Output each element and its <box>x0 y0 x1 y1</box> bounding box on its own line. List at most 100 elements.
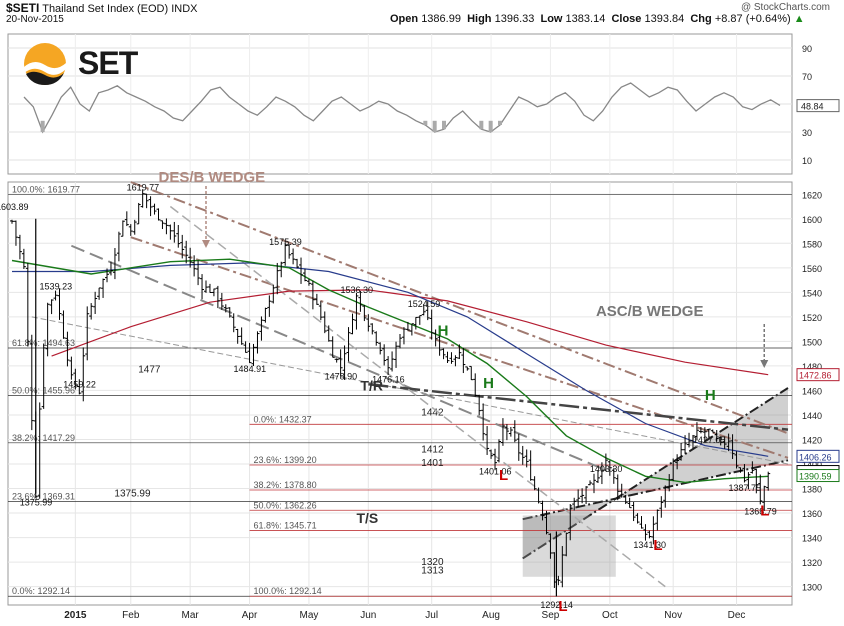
rsi-last-tag <box>796 99 840 113</box>
price-label-8: 1476.16 <box>372 375 405 385</box>
marker-L-5: L <box>653 537 662 554</box>
low-value: 1383.14 <box>565 13 606 25</box>
x-tick-label-Jul: Jul <box>425 610 438 621</box>
ma200-line <box>51 289 769 376</box>
wedge-lower-trendline <box>522 387 789 560</box>
x-tick-label-May: May <box>299 610 318 621</box>
price-tick-label-1320: 1320 <box>802 558 822 568</box>
high-value: 1396.33 <box>494 13 535 25</box>
ohlc-summary: Open 1386.99 High 1396.33 Low 1383.14 Cl… <box>390 13 805 25</box>
close-value: 1393.84 <box>644 13 685 25</box>
level-label-2: 1412 <box>421 444 444 455</box>
stockcharts-credit: @ StockCharts.com <box>740 2 830 13</box>
x-tick-label-Jun: Jun <box>360 610 376 621</box>
price-label-15: 1368.79 <box>744 506 777 516</box>
fib-left-label-5: 0.0%: 1292.14 <box>12 586 70 596</box>
annotation-tr: T/R <box>360 377 383 393</box>
marker-H-0: H <box>438 322 449 339</box>
price-tick-label-1440: 1440 <box>802 411 822 421</box>
up-arrow-icon: ▲ <box>793 13 805 25</box>
annotation-asc-wedge: ASC/B WEDGE <box>596 303 704 320</box>
price-label-12: 1401.06 <box>479 467 512 477</box>
ma100-line <box>12 262 769 457</box>
set-logo-mark-icon <box>24 43 66 85</box>
price-label-3: 1539.23 <box>40 281 73 291</box>
rsi-tick-label-90: 90 <box>802 44 812 54</box>
price-tick-label-1620: 1620 <box>802 190 822 200</box>
level-label-5: 1320 <box>421 557 444 568</box>
x-tick-label-Aug: Aug <box>482 610 500 621</box>
price-tick-label-1600: 1600 <box>802 215 822 225</box>
price-label-9: 1459.22 <box>63 379 96 389</box>
price-label-17: 1292.14 <box>540 600 573 610</box>
price-label-4: 1536.30 <box>340 285 373 295</box>
breakdown-box <box>522 515 616 577</box>
price-tick-label-1300: 1300 <box>802 583 822 593</box>
x-tick-label-Dec: Dec <box>728 610 746 621</box>
des-wedge-arrowhead <box>202 240 210 248</box>
last-value-tag-1 <box>796 449 840 463</box>
fib-right-label-2: 38.2%: 1378.80 <box>254 480 317 490</box>
chart-symbol: $SETI Thailand Set Index (EOD) INDX <box>6 1 198 15</box>
x-tick-label-Sep: Sep <box>542 610 560 621</box>
last-value-tag-0 <box>796 368 840 382</box>
rsi-tick-label-30: 30 <box>802 128 812 138</box>
price-label-1: 1619.77 <box>127 183 160 193</box>
annotation-des-wedge: DES/B WEDGE <box>158 169 265 186</box>
rsi-last-label: 48.84 <box>801 102 824 112</box>
marker-H-2: H <box>705 387 716 404</box>
annotation-ts: T/S <box>356 510 378 526</box>
fib-left-label-0: 100.0%: 1619.77 <box>12 185 80 195</box>
low-label: Low <box>540 13 563 25</box>
x-tick-label-Oct: Oct <box>602 610 618 621</box>
index-name: Thailand Set Index (EOD) <box>42 3 169 15</box>
trendline-4 <box>368 383 789 431</box>
price-tick-label-1380: 1380 <box>802 485 822 495</box>
x-tick-label-Nov: Nov <box>664 610 682 621</box>
price-label-0: 1603.89 <box>0 202 29 212</box>
price-panel-frame <box>7 181 793 606</box>
chg-value: +8.87 (+0.64%) <box>714 13 791 25</box>
x-tick-label-2015: 2015 <box>64 610 87 621</box>
last-value-tag-3 <box>796 469 840 483</box>
set-logo: SET <box>22 40 150 90</box>
fib-left-label-3: 38.2%: 1417.29 <box>12 433 75 443</box>
fib-right-label-0: 0.0%: 1432.37 <box>254 414 312 424</box>
rsi-line <box>23 82 781 134</box>
marker-L-6: L <box>760 502 769 519</box>
fib-right-label-3: 50.0%: 1362.26 <box>254 500 317 510</box>
price-tick-label-1360: 1360 <box>802 509 822 519</box>
asc-wedge-arrowhead <box>760 360 769 368</box>
trendline-0 <box>130 181 789 435</box>
price-tick-label-1460: 1460 <box>802 386 822 396</box>
marker-L-3: L <box>499 467 508 484</box>
price-tick-label-1540: 1540 <box>802 288 822 298</box>
price-label-5: 1524.59 <box>408 299 441 309</box>
price-tick-label-1560: 1560 <box>802 264 822 274</box>
price-label-16: 1341.30 <box>633 540 666 550</box>
price-label-13: 1387.75 <box>728 483 761 493</box>
price-label-6: 1484.91 <box>234 364 267 374</box>
price-tick-label-1420: 1420 <box>802 435 822 445</box>
price-tick-label-1500: 1500 <box>802 337 822 347</box>
fib-right-label-1: 23.6%: 1399.20 <box>254 455 317 465</box>
price-tick-label-1340: 1340 <box>802 534 822 544</box>
fib-left-label-1: 61.8%: 1494.63 <box>12 338 75 348</box>
price-label-2: 1575.39 <box>269 237 302 247</box>
price-label-7: 1478.90 <box>325 371 358 381</box>
high-label: High <box>467 13 492 25</box>
trendline-2 <box>71 244 607 472</box>
price-label-14: 1375.99 <box>20 497 53 507</box>
last-value-label-0: 1472.86 <box>799 371 832 381</box>
level-label-6: 1313 <box>421 566 444 577</box>
exchange: INDX <box>171 3 198 15</box>
price-label-10: 1427.05 <box>693 435 726 445</box>
last-value-label-1: 1406.26 <box>799 452 832 462</box>
level-label-1: 1442 <box>421 408 444 419</box>
trendline-3 <box>31 316 789 465</box>
fib-left-label-4: 23.6%: 1369.31 <box>12 492 75 502</box>
open-label: Open <box>390 13 419 25</box>
price-tick-label-1400: 1400 <box>802 460 822 470</box>
